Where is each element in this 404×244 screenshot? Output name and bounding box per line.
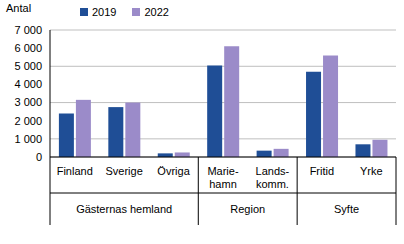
svg-text:2 000: 2 000 (14, 115, 42, 127)
svg-text:Syfte: Syfte (334, 203, 359, 215)
svg-text:Övriga: Övriga (157, 165, 190, 177)
svg-text:7 000: 7 000 (14, 24, 42, 36)
html-text:2022: 2022 (144, 6, 169, 18)
svg-text:komm.: komm. (256, 178, 289, 190)
svg-text:Sverige: Sverige (105, 165, 142, 177)
svg-text:hamn: hamn (209, 178, 237, 190)
svg-text:3 000: 3 000 (14, 96, 42, 108)
svg-text:5 000: 5 000 (14, 60, 42, 72)
svg-text:4 000: 4 000 (14, 78, 42, 90)
html-text:Antal: Antal (6, 2, 32, 14)
svg-text:Gästernas hemland: Gästernas hemland (76, 203, 172, 215)
svg-text:1 000: 1 000 (14, 133, 42, 145)
svg-text:6 000: 6 000 (14, 42, 42, 54)
svg-text:Finland: Finland (57, 165, 93, 177)
svg-text:Region: Region (230, 203, 265, 215)
svg-text:Yrke: Yrke (360, 165, 383, 177)
html-text:2019: 2019 (92, 6, 117, 18)
svg-text:0: 0 (36, 151, 42, 163)
svg-text:Fritid: Fritid (310, 165, 334, 177)
svg-text:Marie-: Marie- (207, 165, 239, 177)
svg-text:Lands-: Lands- (256, 165, 290, 177)
